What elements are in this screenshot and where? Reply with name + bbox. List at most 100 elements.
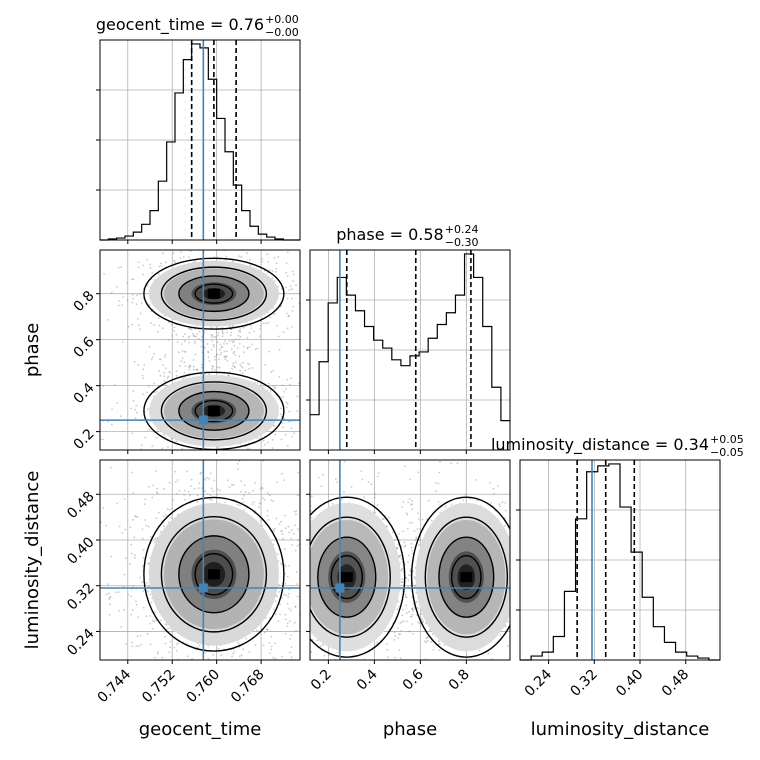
- panel-luminosity_distance-vs-phase-contour-0-0: [310, 496, 406, 658]
- panel-phase-vs-geocent_time-point: [290, 377, 292, 380]
- panel-luminosity_distance-vs-phase-point: [514, 486, 516, 488]
- panel-phase-vs-geocent_time-point: [238, 342, 241, 345]
- panel-luminosity_distance-vs-phase-point: [319, 645, 322, 647]
- panel-luminosity_distance-vs-phase-point: [334, 713, 336, 715]
- panel-luminosity_distance-vs-phase-point: [434, 481, 437, 484]
- panel-phase-vs-geocent_time-point: [196, 333, 199, 335]
- panel-phase-vs-geocent_time-point: [291, 297, 293, 300]
- panel-phase-vs-geocent_time-point: [165, 458, 167, 460]
- hist-phase-frame: [309, 249, 511, 451]
- panel-luminosity_distance-vs-phase-point: [397, 600, 400, 603]
- panel-luminosity_distance-vs-phase-point: [425, 637, 428, 639]
- panel-luminosity_distance-vs-geocent_time-point: [108, 592, 110, 595]
- panel-phase-vs-geocent_time-point: [134, 417, 137, 420]
- panel-luminosity_distance-vs-geocent_time-point: [278, 584, 280, 586]
- panel-luminosity_distance-vs-phase-point: [408, 610, 410, 613]
- panel-phase-vs-geocent_time-point: [262, 439, 265, 442]
- panel-luminosity_distance-vs-geocent_time-point: [252, 501, 255, 503]
- panel-luminosity_distance-vs-geocent_time-point: [272, 500, 274, 502]
- panel-phase-vs-geocent_time-point: [131, 301, 134, 304]
- panel-luminosity_distance-vs-phase-point: [302, 562, 304, 564]
- panel-luminosity_distance-vs-geocent_time-point: [187, 677, 189, 679]
- panel-luminosity_distance-vs-geocent_time-point: [284, 582, 287, 585]
- panel-luminosity_distance-vs-phase-point: [404, 544, 407, 547]
- panel-luminosity_distance-vs-phase-point: [400, 568, 403, 571]
- panel-luminosity_distance-vs-phase-point: [315, 699, 317, 701]
- panel-luminosity_distance-vs-phase-point: [322, 473, 325, 476]
- panel-luminosity_distance-vs-geocent_time-point: [276, 481, 279, 483]
- panel-luminosity_distance-vs-geocent_time-point: [142, 548, 145, 551]
- hist-luminosity_distance-title-lower: −0.05: [710, 446, 744, 459]
- panel-luminosity_distance-vs-geocent_time-point: [114, 591, 117, 594]
- panel-phase-vs-geocent_time-point: [156, 430, 159, 433]
- panel-phase-vs-geocent_time-point: [285, 262, 288, 265]
- panel-phase-vs-geocent_time-point: [265, 322, 268, 325]
- panel-phase-vs-geocent_time-point: [232, 362, 235, 365]
- hist-geocent_time-title: geocent_time = 0.76: [96, 15, 264, 35]
- panel-phase-vs-geocent_time-point: [110, 423, 113, 426]
- panel-phase-vs-geocent_time-point: [173, 326, 176, 329]
- panel-luminosity_distance-vs-geocent_time-point: [196, 500, 199, 503]
- panel-luminosity_distance-vs-phase-point: [301, 523, 303, 525]
- panel-phase-vs-geocent_time-point: [121, 341, 124, 343]
- panel-luminosity_distance-vs-phase-point: [304, 646, 306, 648]
- panel-phase-vs-geocent_time-point: [231, 341, 234, 344]
- panel-luminosity_distance-vs-geocent_time-point: [284, 632, 287, 635]
- panel-luminosity_distance-vs-phase-point: [323, 654, 326, 657]
- panel-phase-vs-geocent_time-point: [137, 324, 140, 326]
- panel-phase-vs-geocent_time-point: [286, 297, 289, 300]
- panel-luminosity_distance-vs-phase-point: [409, 522, 411, 524]
- panel-luminosity_distance-vs-geocent_time-point: [321, 726, 323, 728]
- panel-phase-vs-geocent_time-point: [212, 366, 215, 368]
- panel-luminosity_distance-vs-geocent_time-point: [266, 492, 269, 494]
- panel-luminosity_distance-vs-geocent_time-point: [97, 517, 99, 519]
- panel-luminosity_distance-vs-phase-point: [380, 679, 382, 681]
- panel-phase-vs-geocent_time-point: [232, 325, 235, 328]
- panel-phase-vs-geocent_time-point: [249, 264, 252, 267]
- panel-luminosity_distance-vs-geocent_time-point: [288, 588, 291, 591]
- panel-luminosity_distance-vs-geocent_time-point: [173, 646, 176, 649]
- panel-luminosity_distance-vs-geocent_time-point: [213, 479, 216, 482]
- panel-luminosity_distance-vs-geocent_time-point: [282, 537, 285, 540]
- panel-phase-vs-geocent_time-point: [167, 446, 169, 448]
- panel-luminosity_distance-vs-geocent_time-point: [254, 643, 257, 646]
- panel-luminosity_distance-vs-phase-point: [517, 500, 519, 502]
- panel-phase-vs-geocent_time-point: [269, 391, 272, 393]
- panel-luminosity_distance-vs-geocent_time-point: [144, 498, 147, 501]
- panel-luminosity_distance-vs-phase-point: [439, 460, 441, 463]
- panel-luminosity_distance-vs-phase-point: [438, 642, 441, 645]
- panel-phase-vs-geocent_time-point: [276, 324, 279, 327]
- panel-phase-vs-geocent_time-point: [271, 270, 274, 272]
- panel-luminosity_distance-vs-phase-point: [409, 478, 412, 481]
- panel-phase-vs-geocent_time-point: [248, 447, 251, 450]
- panel-phase-vs-geocent_time-point: [305, 268, 307, 270]
- panel-luminosity_distance-vs-geocent_time-point: [209, 498, 211, 501]
- panel-phase-vs-geocent_time-point: [133, 360, 136, 363]
- panel-phase-vs-geocent_time-point: [280, 407, 282, 410]
- panel-phase-vs-geocent_time-frame: [99, 249, 301, 451]
- panel-luminosity_distance-vs-geocent_time-point: [288, 651, 291, 654]
- panel-luminosity_distance-vs-geocent_time-point: [274, 613, 277, 615]
- panel-luminosity_distance-vs-phase-contour-1-3: [450, 555, 482, 600]
- panel-luminosity_distance-vs-phase-point: [483, 666, 485, 668]
- panel-phase-vs-geocent_time-point: [207, 350, 209, 353]
- panel-luminosity_distance-vs-phase-point: [416, 528, 419, 530]
- panel-phase-vs-geocent_time-point: [184, 365, 187, 367]
- panel-phase-vs-geocent_time-point: [224, 358, 227, 360]
- panel-luminosity_distance-vs-phase-point: [403, 541, 406, 544]
- panel-luminosity_distance-vs-geocent_time-point: [186, 655, 189, 658]
- panel-luminosity_distance-vs-geocent_time-point: [266, 628, 269, 631]
- panel-luminosity_distance-vs-geocent_time-point: [283, 594, 286, 596]
- panel-luminosity_distance-vs-geocent_time-point: [220, 654, 222, 656]
- panel-phase-vs-geocent_time-point: [175, 370, 178, 373]
- panel-luminosity_distance-vs-phase-point: [421, 518, 424, 521]
- panel-luminosity_distance-vs-phase-point: [303, 586, 305, 588]
- panel-luminosity_distance-vs-geocent_time-point: [206, 493, 209, 495]
- panel-phase-vs-geocent_time-point: [220, 351, 223, 354]
- panel-phase-vs-geocent_time-point: [213, 256, 216, 258]
- panel-luminosity_distance-vs-geocent_time-point: [279, 613, 281, 616]
- panel-luminosity_distance-vs-geocent_time-point: [156, 492, 159, 495]
- panel-luminosity_distance-vs-geocent_time-point: [237, 641, 239, 644]
- panel-luminosity_distance-vs-geocent_time-point: [169, 640, 172, 643]
- panel-luminosity_distance-vs-geocent_time-point: [288, 620, 291, 622]
